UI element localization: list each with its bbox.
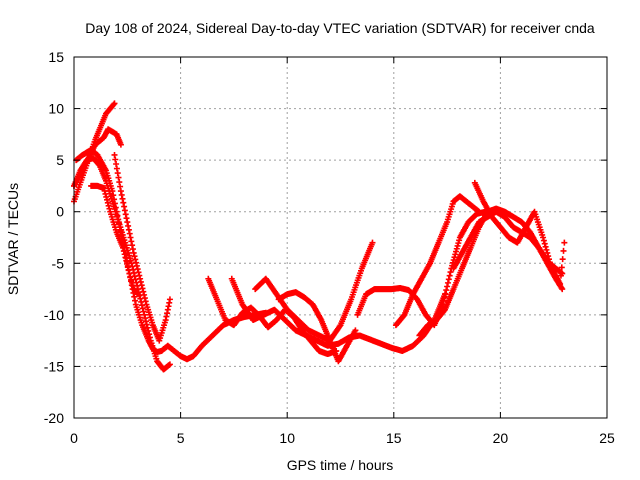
x-tick-label: 10 — [279, 430, 295, 446]
data-point — [546, 259, 553, 266]
data-point — [561, 239, 568, 246]
data-point — [445, 276, 452, 283]
data-point — [446, 272, 453, 279]
data-point — [447, 269, 454, 276]
data-point — [560, 247, 567, 254]
x-tick-label: 15 — [386, 430, 402, 446]
data-point — [369, 239, 376, 246]
data-point — [442, 290, 449, 297]
data-point — [166, 361, 173, 368]
data-point — [544, 249, 551, 256]
y-tick-label: -20 — [44, 410, 64, 426]
data-point — [128, 279, 135, 286]
x-axis-ticks: 0 5 10 15 20 25 — [70, 57, 615, 446]
data-point — [336, 323, 343, 330]
data-point — [166, 296, 173, 303]
data-point — [117, 141, 124, 148]
y-tick-label: -5 — [52, 255, 65, 271]
data-point — [545, 253, 552, 260]
data-point — [543, 246, 550, 253]
data-point — [558, 264, 565, 271]
series-track-9 — [252, 239, 376, 344]
data-point — [559, 286, 566, 293]
x-tick-label: 20 — [493, 430, 509, 446]
x-tick-label: 0 — [70, 430, 78, 446]
y-axis-label: SDTVAR / TECUs — [5, 183, 21, 295]
data-point — [110, 101, 117, 108]
x-tick-label: 5 — [177, 430, 185, 446]
series-track-15 — [471, 179, 568, 287]
data-point — [444, 279, 451, 286]
data-point — [134, 291, 141, 298]
y-tick-label: -15 — [44, 358, 64, 374]
data-series — [71, 100, 568, 373]
data-point — [352, 327, 359, 334]
series-track-5 — [88, 182, 141, 298]
data-point — [440, 297, 447, 304]
y-tick-label: 15 — [48, 49, 64, 65]
x-axis-label: GPS time / hours — [287, 457, 394, 473]
chart-title: Day 108 of 2024, Sidereal Day-to-day VTE… — [85, 20, 595, 36]
data-point — [441, 294, 448, 301]
data-point — [540, 237, 547, 244]
data-point — [129, 282, 136, 289]
data-point — [546, 256, 553, 263]
data-point — [476, 208, 483, 215]
data-point — [557, 280, 564, 287]
x-tick-label: 25 — [599, 430, 615, 446]
data-point — [541, 240, 548, 247]
series-track-1 — [71, 100, 118, 205]
series-track-6 — [111, 151, 173, 344]
data-point — [111, 100, 118, 107]
data-point — [540, 234, 547, 241]
y-axis-ticks: -20 -15 -10 -5 0 5 10 15 — [44, 49, 607, 426]
y-tick-label: 0 — [56, 204, 64, 220]
y-tick-label: 10 — [48, 101, 64, 117]
data-point — [559, 256, 566, 263]
y-tick-label: -10 — [44, 307, 64, 323]
data-point — [444, 283, 451, 290]
series-track-12 — [392, 193, 483, 329]
data-point — [547, 262, 554, 269]
data-point — [126, 270, 133, 277]
data-point — [557, 272, 564, 279]
data-point — [128, 276, 135, 283]
series-track-10 — [275, 289, 359, 365]
data-point — [127, 273, 134, 280]
data-point — [542, 243, 549, 250]
data-point — [443, 287, 450, 294]
y-tick-label: 5 — [56, 152, 64, 168]
plot-frame — [73, 56, 608, 419]
grid — [74, 57, 607, 418]
